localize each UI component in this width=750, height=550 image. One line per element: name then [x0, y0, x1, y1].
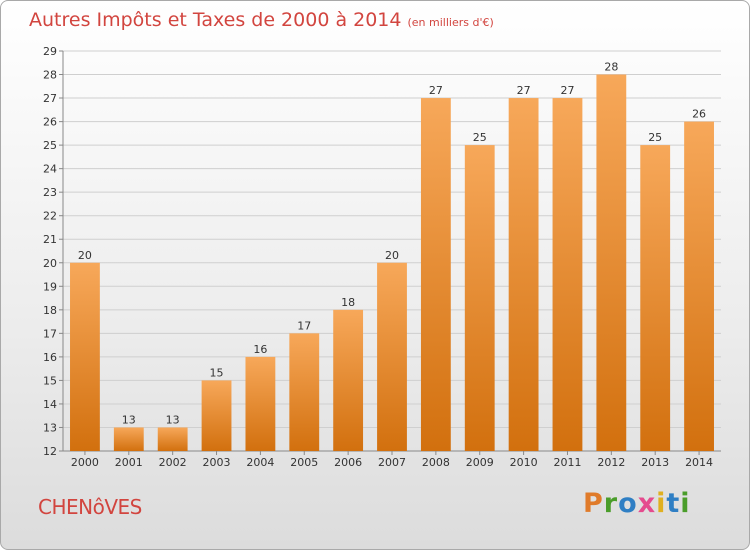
y-tick-label: 19: [43, 280, 57, 293]
x-tick-label: 2011: [553, 456, 581, 469]
bar: [640, 145, 671, 451]
logo-letter: i: [680, 488, 691, 519]
bar-value-label: 13: [122, 413, 136, 426]
y-tick-label: 13: [43, 421, 57, 434]
bar: [420, 98, 451, 451]
logo-letter: o: [618, 488, 638, 519]
title-text: Autres Impôts et Taxes de 2000 à 2014: [29, 9, 402, 31]
x-tick-label: 2004: [246, 456, 274, 469]
y-tick-label: 28: [43, 69, 57, 82]
bar: [464, 145, 495, 451]
x-tick-label: 2013: [641, 456, 669, 469]
x-tick-label: 2006: [334, 456, 362, 469]
y-tick-label: 17: [43, 327, 57, 340]
x-tick-label: 2010: [510, 456, 538, 469]
chart-subtitle: (en milliers d'€): [407, 16, 494, 29]
bar-value-label: 18: [341, 296, 355, 309]
y-tick-label: 12: [43, 445, 57, 458]
y-tick-label: 15: [43, 374, 57, 387]
bar-value-label: 27: [429, 84, 443, 97]
x-tick-label: 2012: [597, 456, 625, 469]
logo-letter: t: [666, 488, 681, 519]
bar: [289, 333, 320, 451]
bar-value-label: 27: [517, 84, 531, 97]
bar: [201, 380, 232, 451]
bar-value-label: 15: [210, 366, 224, 379]
bar: [684, 121, 714, 452]
bar: [596, 74, 627, 451]
bar-value-label: 20: [78, 249, 92, 262]
logo-letter: x: [637, 488, 657, 519]
bar-value-label: 16: [253, 343, 267, 356]
y-tick-label: 29: [43, 45, 57, 58]
y-tick-label: 14: [43, 398, 57, 411]
x-tick-label: 2014: [685, 456, 713, 469]
x-tick-label: 2000: [71, 456, 99, 469]
x-tick-label: 2001: [115, 456, 143, 469]
bar-value-label: 20: [385, 249, 399, 262]
bar: [70, 262, 100, 451]
bar-value-label: 26: [692, 108, 706, 121]
bar-value-label: 27: [560, 84, 574, 97]
bar: [157, 427, 188, 451]
y-tick-label: 23: [43, 186, 57, 199]
x-tick-label: 2009: [466, 456, 494, 469]
bar-value-label: 17: [297, 319, 311, 332]
x-tick-label: 2005: [290, 456, 318, 469]
y-tick-label: 26: [43, 116, 57, 129]
y-tick-label: 27: [43, 92, 57, 105]
logo-letter: P: [583, 488, 604, 519]
bar-value-label: 25: [648, 131, 662, 144]
x-tick-label: 2008: [422, 456, 450, 469]
bar-value-label: 28: [604, 61, 618, 74]
bar: [113, 427, 144, 451]
x-tick-label: 2007: [378, 456, 406, 469]
bar: [508, 98, 539, 451]
logo-letter: r: [603, 488, 619, 519]
bar: [377, 262, 407, 451]
y-tick-label: 25: [43, 139, 57, 152]
chart-title: Autres Impôts et Taxes de 2000 à 2014 (en…: [29, 9, 494, 31]
logo-letter: i: [656, 488, 667, 519]
y-tick-label: 20: [43, 257, 57, 270]
proxiti-logo: Proxiti: [583, 488, 691, 519]
x-tick-label: 2003: [203, 456, 231, 469]
y-tick-label: 22: [43, 210, 57, 223]
bar: [245, 356, 276, 451]
x-tick-label: 2002: [159, 456, 187, 469]
y-tick-label: 18: [43, 304, 57, 317]
bar: [333, 309, 364, 451]
bar-value-label: 13: [166, 413, 180, 426]
y-tick-label: 16: [43, 351, 57, 364]
y-tick-label: 24: [43, 163, 57, 176]
city-name: CHENôVES: [38, 495, 142, 519]
y-tick-label: 21: [43, 233, 57, 246]
bar: [552, 98, 583, 451]
bar-value-label: 25: [473, 131, 487, 144]
